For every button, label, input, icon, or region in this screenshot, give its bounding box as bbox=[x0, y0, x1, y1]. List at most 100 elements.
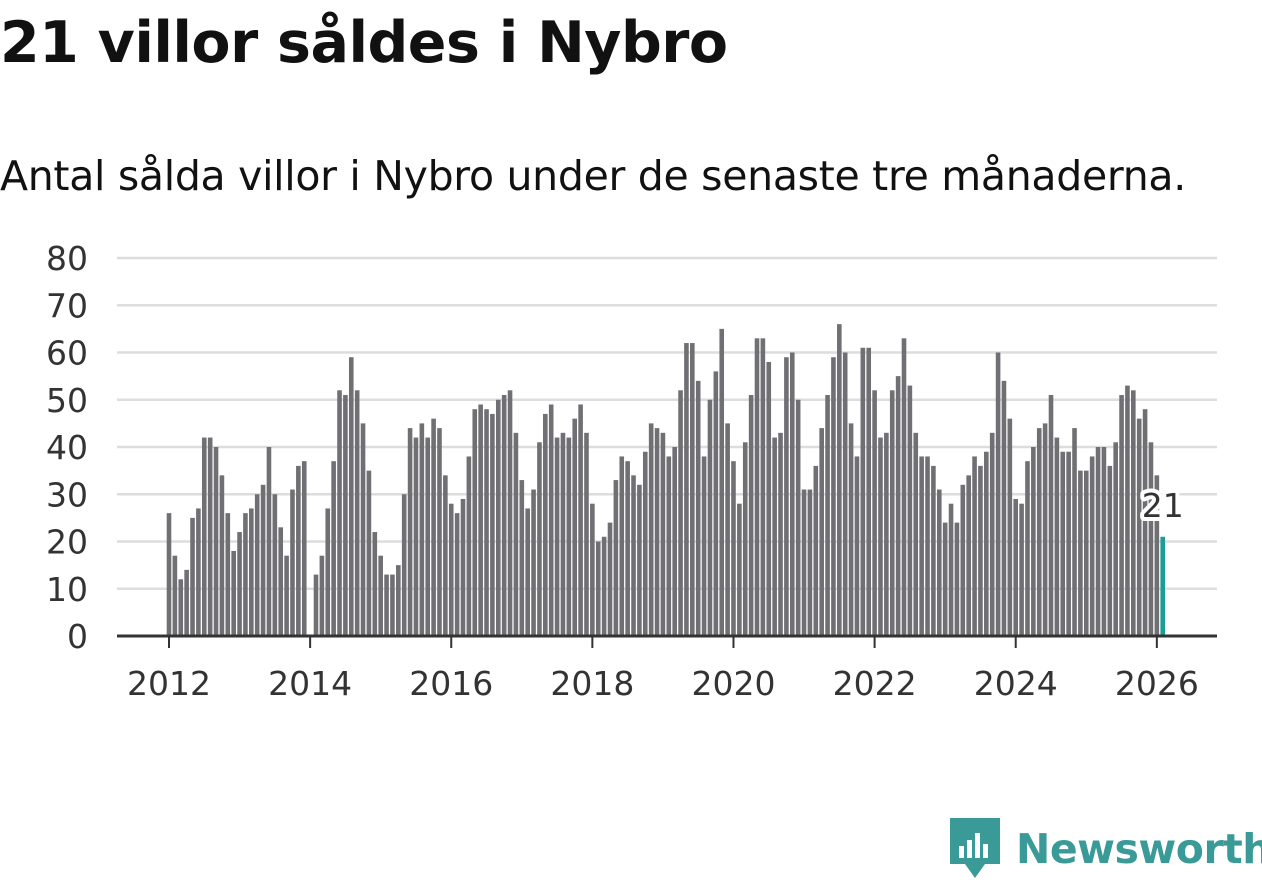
bar bbox=[1001, 380, 1007, 636]
bar bbox=[460, 498, 466, 636]
bar bbox=[925, 456, 930, 636]
bar bbox=[560, 432, 566, 636]
bar bbox=[613, 480, 619, 636]
bar bbox=[742, 442, 748, 636]
newsworthy-logo-icon bbox=[950, 818, 1000, 878]
bar bbox=[348, 357, 354, 636]
bar bbox=[913, 432, 919, 636]
bar bbox=[501, 395, 507, 636]
bar bbox=[684, 343, 689, 636]
x-tick-label: 2026 bbox=[1115, 664, 1199, 703]
bar bbox=[960, 484, 966, 636]
bar bbox=[584, 432, 589, 636]
bar bbox=[731, 461, 736, 636]
bar bbox=[707, 399, 713, 636]
bar bbox=[278, 527, 284, 636]
bar bbox=[637, 484, 642, 636]
bar bbox=[819, 428, 824, 636]
bar bbox=[1083, 470, 1089, 636]
bar bbox=[1078, 470, 1083, 636]
x-axis: 2012 2014 2016 2018 2020 2022 2024 2026 bbox=[117, 634, 1217, 703]
bar bbox=[1142, 409, 1148, 636]
bar bbox=[1136, 418, 1142, 636]
bar bbox=[384, 574, 389, 636]
bar bbox=[954, 522, 960, 636]
bar bbox=[484, 409, 489, 636]
bar bbox=[301, 461, 307, 636]
bar bbox=[572, 418, 578, 636]
bar bbox=[548, 404, 554, 636]
bar bbox=[690, 343, 695, 636]
bar bbox=[842, 352, 848, 636]
bar bbox=[936, 489, 942, 636]
bar bbox=[296, 465, 301, 636]
bar bbox=[695, 380, 701, 636]
bar bbox=[619, 456, 625, 636]
bar bbox=[513, 432, 519, 636]
y-tick-label: 80 bbox=[46, 239, 88, 278]
bar bbox=[466, 456, 472, 636]
bar bbox=[601, 536, 607, 636]
bar bbox=[860, 347, 866, 636]
bar bbox=[737, 503, 742, 636]
bar bbox=[978, 465, 983, 636]
bar bbox=[942, 522, 948, 636]
bar bbox=[595, 541, 601, 636]
bar bbox=[1031, 447, 1036, 636]
bar bbox=[260, 484, 266, 636]
bar bbox=[1113, 442, 1118, 636]
bar bbox=[1025, 461, 1030, 636]
bar bbox=[1131, 390, 1136, 636]
bar bbox=[1148, 442, 1154, 636]
bar bbox=[431, 418, 436, 636]
newsworthy-logo: Newsworthy bbox=[950, 818, 1262, 880]
bar bbox=[837, 324, 842, 636]
bar bbox=[713, 371, 719, 636]
bar bbox=[454, 513, 460, 636]
chart-subtitle: Antal sålda villor i Nybro under de sena… bbox=[0, 152, 1186, 200]
bar bbox=[207, 437, 213, 636]
bar bbox=[884, 432, 889, 636]
bar bbox=[825, 395, 830, 636]
bar bbox=[642, 451, 648, 636]
bar bbox=[231, 550, 236, 636]
y-tick-label: 40 bbox=[46, 428, 88, 467]
bar bbox=[478, 404, 483, 636]
y-tick-label: 0 bbox=[67, 617, 88, 656]
x-tick-label: 2014 bbox=[268, 664, 352, 703]
bar bbox=[413, 437, 419, 636]
bar bbox=[678, 390, 683, 636]
bar bbox=[972, 456, 977, 636]
bar bbox=[1107, 465, 1113, 636]
highlight-annotation: 21 bbox=[1138, 482, 1188, 529]
y-tick-label: 70 bbox=[46, 286, 88, 325]
bar bbox=[607, 522, 613, 636]
bar bbox=[895, 376, 901, 636]
bar bbox=[625, 461, 630, 636]
bar bbox=[1036, 428, 1042, 636]
bar bbox=[343, 395, 348, 636]
bar bbox=[1019, 503, 1024, 636]
bar bbox=[325, 508, 331, 636]
bar bbox=[490, 413, 495, 636]
bar bbox=[190, 517, 195, 636]
bar bbox=[319, 555, 325, 636]
y-tick-label: 10 bbox=[46, 570, 88, 609]
bar bbox=[666, 456, 672, 636]
bar bbox=[566, 437, 572, 636]
bar bbox=[919, 456, 924, 636]
bar bbox=[966, 475, 971, 636]
chart-title: 21 villor såldes i Nybro bbox=[0, 10, 728, 76]
bar bbox=[778, 432, 783, 636]
bar bbox=[225, 513, 231, 636]
y-tick-label: 20 bbox=[46, 523, 88, 562]
bar bbox=[525, 508, 530, 636]
bar bbox=[766, 361, 772, 636]
bar bbox=[378, 555, 383, 636]
bar bbox=[448, 503, 454, 636]
highlight-bar bbox=[1160, 536, 1166, 636]
bar bbox=[495, 399, 501, 636]
bar bbox=[654, 428, 660, 636]
x-tick-label: 2020 bbox=[691, 664, 775, 703]
